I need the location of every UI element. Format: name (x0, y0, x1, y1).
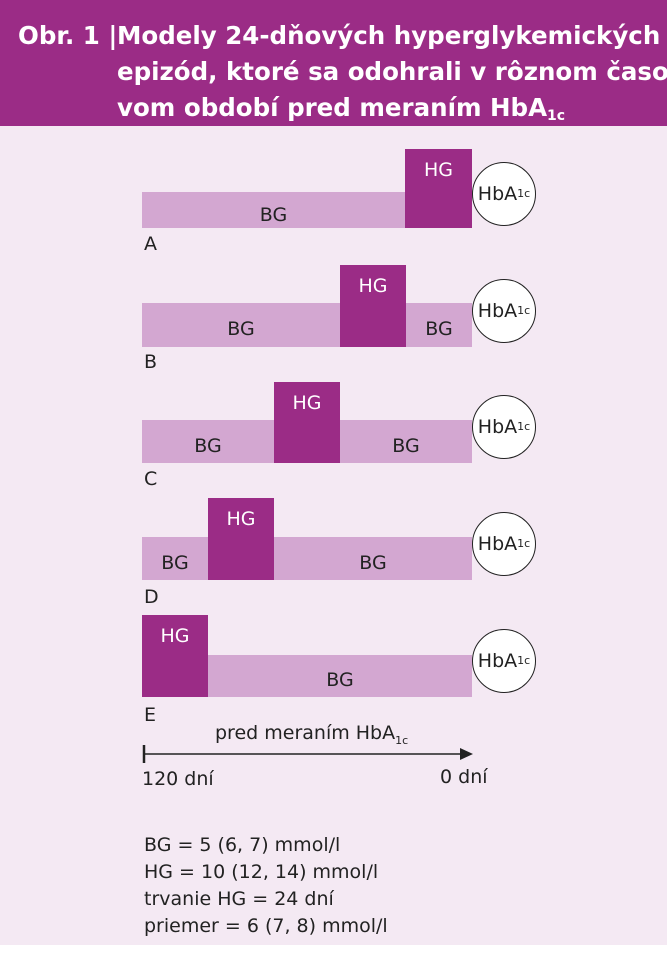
row-d-hg-bar: HG (208, 498, 274, 580)
row-b-bg-bar-right: BG (406, 303, 472, 347)
figure-title-subscript: 1c (547, 108, 566, 124)
bg-label: BG (425, 318, 453, 340)
figure-title-line-3-text: vom období pred meraním HbA (117, 93, 548, 122)
legend-mean: priemer = 6 (7, 8) mmol/l (144, 915, 388, 937)
axis-title-subscript: 1c (395, 734, 409, 747)
row-c-bg-bar-right: BG (340, 420, 472, 463)
row-e-hba1c-circle: HbA 1c (472, 629, 536, 693)
row-a-hba1c-circle: HbA 1c (472, 162, 536, 226)
time-axis-arrow (142, 745, 473, 763)
hba1c-label: HbA (477, 183, 518, 205)
hba1c-label: HbA (477, 300, 518, 322)
row-b-label: B (144, 351, 158, 373)
row-c-label: C (144, 468, 158, 490)
row-d-hba1c-circle: HbA 1c (472, 512, 536, 576)
axis-title-text: pred meraním HbA (215, 722, 396, 744)
hg-label: HG (292, 392, 322, 414)
hba1c-label: HbA (477, 416, 518, 438)
axis-end-label: 0 dní (440, 766, 488, 788)
row-c-bg-bar-left: BG (142, 420, 274, 463)
figure-number: Obr. 1 | (18, 21, 118, 50)
hg-label: HG (226, 508, 256, 530)
hba1c-label: HbA (477, 650, 518, 672)
hg-label: HG (423, 159, 453, 181)
row-d-bg-bar-right: BG (274, 537, 472, 580)
legend-bg: BG = 5 (6, 7) mmol/l (144, 834, 341, 856)
bg-label: BG (359, 551, 387, 574)
axis-start-label: 120 dní (142, 768, 214, 790)
row-b-bg-bar-left: BG (142, 303, 340, 347)
row-b-hg-bar: HG (340, 265, 406, 347)
row-d-label: D (144, 586, 159, 608)
figure-title-line-1: Modely 24-dňových hyperglykemických (117, 21, 661, 50)
row-e-bg-bar: BG (208, 655, 472, 697)
bg-label: BG (259, 204, 288, 226)
legend-hg: HG = 10 (12, 14) mmol/l (144, 861, 379, 883)
axis-title: pred meraním HbA1c (215, 722, 409, 747)
row-b-hba1c-circle: HbA 1c (472, 279, 536, 343)
bg-label: BG (194, 434, 222, 457)
bg-label: BG (326, 669, 354, 691)
hg-label: HG (358, 275, 388, 297)
row-a-bg-bar: BG (142, 192, 405, 228)
figure-header: Obr. 1 | Modely 24-dňových hyperglykemic… (0, 0, 667, 126)
figure-title-line-3: vom období pred meraním HbA1c (117, 90, 565, 126)
hba1c-label: HbA (477, 533, 518, 555)
bg-label: BG (161, 551, 189, 574)
bg-label: BG (392, 434, 420, 457)
row-c-hba1c-circle: HbA 1c (472, 395, 536, 459)
row-e-hg-bar: HG (142, 615, 208, 697)
row-a-label: A (144, 233, 157, 255)
legend-hg-duration: trvanie HG = 24 dní (144, 888, 334, 910)
figure-title-line-2: epizód, ktoré sa odohrali v rôznom časo- (117, 57, 667, 86)
row-c-hg-bar: HG (274, 382, 340, 463)
row-a-hg-bar: HG (405, 149, 472, 228)
row-d-bg-bar-left: BG (142, 537, 208, 580)
row-e-label: E (144, 704, 157, 726)
bg-label: BG (227, 318, 255, 340)
hg-label: HG (160, 625, 190, 647)
